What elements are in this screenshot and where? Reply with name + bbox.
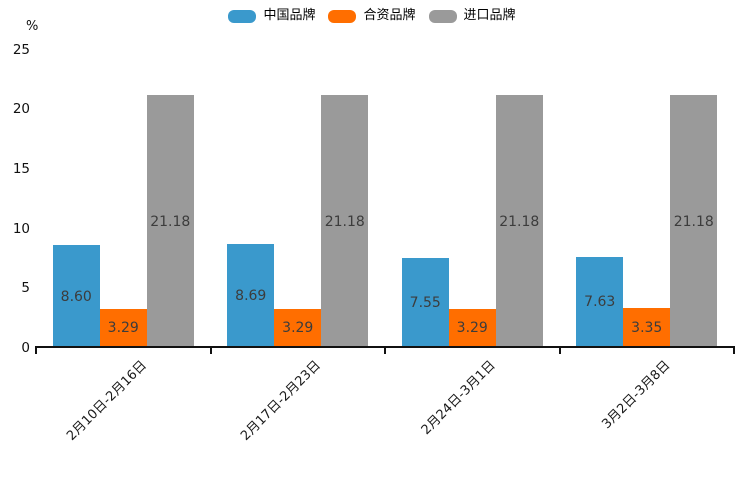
x-tick-label: 2月24日-3月1日 <box>418 358 499 438</box>
bar-joint-venture-brand <box>274 308 322 348</box>
bar-value-label: 7.63 <box>584 294 616 311</box>
bar-joint-venture-brand <box>448 308 496 348</box>
bar-value-label: 3.35 <box>631 320 663 336</box>
bar-imported-brand <box>146 95 194 348</box>
bar-imported-brand <box>321 95 369 348</box>
bar-value-label: 21.18 <box>499 213 540 230</box>
x-tick-label: 3月2日-3月8日 <box>599 358 674 433</box>
legend-label-joint-venture-brand: 合资品牌 <box>363 8 416 23</box>
bar-value-label: 8.69 <box>235 288 267 305</box>
x-axis-tick <box>558 348 561 354</box>
bar-china-brand <box>401 257 449 348</box>
x-axis-tick <box>35 348 37 354</box>
bar-china-brand <box>576 256 624 348</box>
x-axis-line <box>35 346 735 348</box>
legend-item-joint-venture-brand[interactable]: 合资品牌 <box>328 8 416 24</box>
legend-item-china-brand[interactable]: 中国品牌 <box>228 8 315 24</box>
y-tick-label: 5 <box>21 280 30 297</box>
y-tick-label: 10 <box>12 220 30 237</box>
y-tick-label: 20 <box>12 101 30 118</box>
bar-value-label: 8.60 <box>60 288 92 305</box>
bar-imported-brand <box>495 95 543 348</box>
y-tick-label: 25 <box>12 41 30 58</box>
legend-swatch-joint-venture-brand <box>328 9 357 23</box>
bar-value-label: 3.29 <box>107 320 139 337</box>
x-tick-label: 2月17日-2月23日 <box>238 358 325 444</box>
x-axis-tick <box>209 348 212 354</box>
legend-label-china-brand: 中国品牌 <box>263 8 316 23</box>
x-axis-tick <box>384 348 386 354</box>
bar-value-label: 3.29 <box>456 320 488 337</box>
x-tick-label: 2月10日-2月16日 <box>64 358 150 444</box>
legend-swatch-china-brand <box>228 9 257 23</box>
legend: 中国品牌 合资品牌 进口品牌 <box>0 8 744 24</box>
bar-value-label: 21.18 <box>673 213 714 230</box>
y-tick-label: 0 <box>21 340 30 356</box>
bar-joint-venture-brand <box>623 308 671 348</box>
legend-label-imported-brand: 进口品牌 <box>463 8 516 23</box>
y-tick-label: 15 <box>12 160 30 177</box>
bar-value-label: 3.29 <box>282 320 314 337</box>
bar-value-label: 21.18 <box>324 213 365 230</box>
bar-china-brand <box>227 244 275 348</box>
legend-item-imported-brand[interactable]: 进口品牌 <box>428 8 516 24</box>
bar-imported-brand <box>670 95 718 348</box>
y-axis-unit-label: % <box>26 19 39 34</box>
bar-value-label: 21.18 <box>150 213 191 230</box>
bar-joint-venture-brand <box>99 308 147 348</box>
bar-china-brand <box>52 245 100 348</box>
legend-swatch-imported-brand <box>428 9 457 23</box>
bar-value-label: 7.55 <box>409 294 441 311</box>
x-axis-tick <box>733 348 735 354</box>
